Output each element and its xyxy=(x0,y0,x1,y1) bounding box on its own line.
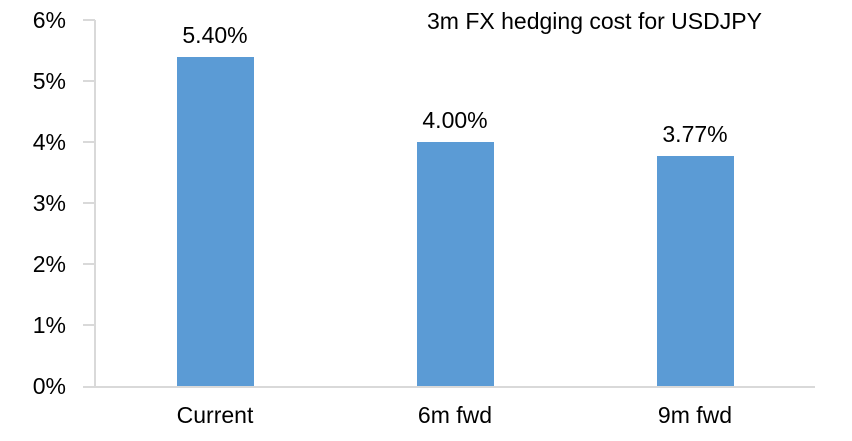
bar xyxy=(176,56,254,386)
y-axis-label: 6% xyxy=(32,7,66,33)
y-axis-label: 1% xyxy=(32,312,66,338)
y-axis-label: 2% xyxy=(32,251,66,277)
x-axis-line xyxy=(83,386,815,388)
y-axis-label: 3% xyxy=(32,190,66,216)
bar xyxy=(416,142,494,386)
y-axis-tick xyxy=(83,80,95,82)
x-axis-label: Current xyxy=(176,402,254,428)
bar-value-label: 4.00% xyxy=(422,107,488,133)
y-axis-tick xyxy=(83,386,95,388)
y-axis-tick xyxy=(83,202,95,204)
y-axis-label: 0% xyxy=(32,373,66,399)
y-axis-line xyxy=(94,20,96,388)
bar xyxy=(656,156,734,386)
bar-value-label: 5.40% xyxy=(182,21,248,48)
chart-title: 3m FX hedging cost for USDJPY xyxy=(427,8,762,34)
y-axis-label: 4% xyxy=(32,129,66,155)
y-axis-tick xyxy=(83,19,95,21)
x-axis-label: 6m fwd xyxy=(417,402,493,428)
y-axis-tick xyxy=(83,324,95,326)
y-axis-tick xyxy=(83,263,95,265)
y-axis-tick xyxy=(83,141,95,143)
y-axis-label: 5% xyxy=(32,68,66,94)
bar-value-label: 3.77% xyxy=(662,121,728,148)
x-axis-label: 9m fwd xyxy=(657,402,733,428)
